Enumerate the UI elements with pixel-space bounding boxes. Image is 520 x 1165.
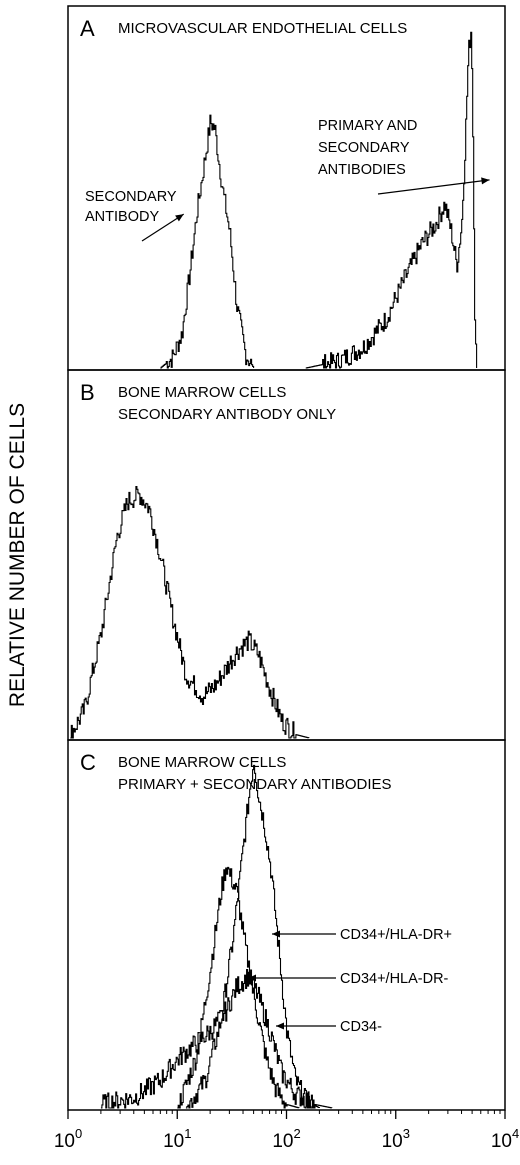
histogram-series-c-1: [185, 764, 320, 1109]
series-label-2: CD34+/HLA-DR-: [340, 971, 449, 987]
annotation-arrow-primary-secondary: [377, 179, 490, 195]
annotation-primary-secondary-line1: PRIMARY AND: [318, 118, 417, 134]
histogram-series-c-3: [100, 968, 333, 1109]
panel-title-c: BONE MARROW CELLS: [118, 754, 286, 771]
x-tick-label: 103: [382, 1126, 410, 1152]
panel-title-a: MICROVASCULAR ENDOTHELIAL CELLS: [118, 20, 407, 37]
annotation-primary-secondary-line3: ANTIBODIES: [318, 162, 406, 178]
annotation-arrow-secondary: [141, 213, 185, 242]
panel-frame-b: [67, 369, 506, 741]
series-label-arrow-1-head: [272, 930, 280, 938]
annotation-secondary-antibody-line1: SECONDARY: [85, 189, 177, 205]
panel-frame-a: [67, 5, 506, 371]
panel-letter-c: C: [80, 750, 96, 775]
x-tick-label: 100: [54, 1126, 82, 1152]
panel-subtitle-b: SECONDARY ANTIBODY ONLY: [118, 406, 336, 423]
annotation-secondary-antibody-line2: ANTIBODY: [85, 209, 159, 225]
x-tick-label: 104: [491, 1126, 519, 1152]
x-tick-label: 101: [163, 1126, 191, 1152]
panel-frame-c: [67, 739, 506, 1111]
annotation-primary-secondary-line2: SECONDARY: [318, 140, 410, 156]
annotation-arrow-secondary-head: [175, 214, 184, 222]
histogram-series-a-2: [305, 31, 478, 369]
x-tick-label: 102: [272, 1126, 300, 1152]
panel-letter-b: B: [80, 380, 95, 405]
series-label-arrow-3-head: [276, 1022, 284, 1030]
series-label-1: CD34+/HLA-DR+: [340, 927, 452, 943]
histogram-series-b-1: [70, 485, 310, 739]
annotation-arrow-primary-secondary-head: [481, 177, 490, 185]
y-axis-label: RELATIVE NUMBER OF CELLS: [6, 403, 29, 707]
series-label-arrow-2-head: [248, 974, 256, 982]
panel-subtitle-c: PRIMARY + SECONDARY ANTIBODIES: [118, 776, 392, 793]
panel-title-b: BONE MARROW CELLS: [118, 384, 286, 401]
panel-letter-a: A: [80, 16, 95, 41]
histogram-series-a-1: [160, 114, 255, 369]
series-label-3: CD34-: [340, 1019, 382, 1035]
